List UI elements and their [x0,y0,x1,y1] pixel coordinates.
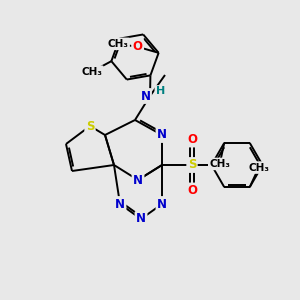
Text: CH₃: CH₃ [248,163,269,172]
Text: CH₃: CH₃ [209,159,230,169]
Text: N: N [157,197,167,211]
Text: H: H [156,86,165,97]
Text: N: N [157,128,167,142]
Text: N: N [136,212,146,226]
Text: N: N [133,173,143,187]
Text: CH₃: CH₃ [81,67,102,77]
Text: N: N [115,197,125,211]
Text: S: S [86,119,94,133]
Text: O: O [187,184,197,197]
Text: CH₃: CH₃ [108,39,129,49]
Text: N: N [140,89,151,103]
Text: O: O [187,133,197,146]
Text: O: O [133,40,142,53]
Text: S: S [188,158,196,172]
